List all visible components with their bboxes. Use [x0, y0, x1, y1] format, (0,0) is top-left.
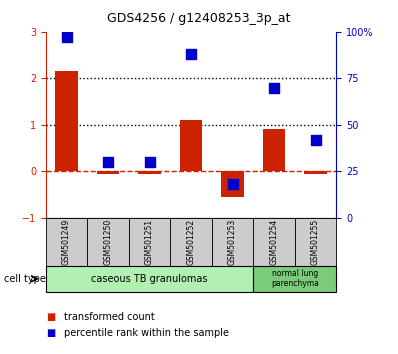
Bar: [253, 218, 295, 266]
Text: GDS4256 / g12408253_3p_at: GDS4256 / g12408253_3p_at: [107, 12, 291, 25]
Point: [312, 137, 319, 143]
Bar: [87, 218, 129, 266]
Text: percentile rank within the sample: percentile rank within the sample: [64, 328, 229, 338]
Bar: [55, 72, 78, 171]
Bar: [212, 218, 253, 266]
Bar: [129, 218, 170, 266]
Bar: [46, 218, 87, 266]
Bar: [295, 218, 336, 266]
Bar: [263, 130, 285, 171]
Point: [146, 159, 153, 165]
Bar: [221, 171, 244, 197]
Point: [188, 51, 194, 57]
Point: [229, 181, 236, 187]
Bar: [304, 171, 327, 173]
Text: GSM501253: GSM501253: [228, 218, 237, 265]
Bar: [97, 171, 119, 173]
Text: GSM501252: GSM501252: [187, 218, 195, 265]
Bar: [179, 120, 203, 171]
Bar: [46, 266, 253, 292]
Bar: [138, 171, 161, 173]
Text: GSM501255: GSM501255: [311, 218, 320, 265]
Text: caseous TB granulomas: caseous TB granulomas: [91, 274, 208, 284]
Text: cell type: cell type: [4, 274, 46, 284]
Text: GSM501249: GSM501249: [62, 218, 71, 265]
Bar: [170, 218, 212, 266]
Text: GSM501250: GSM501250: [103, 218, 113, 265]
Text: normal lung
parenchyma: normal lung parenchyma: [271, 269, 319, 289]
Point: [63, 35, 70, 40]
Bar: [253, 266, 336, 292]
Text: GSM501254: GSM501254: [269, 218, 279, 265]
Text: transformed count: transformed count: [64, 312, 154, 322]
Text: ■: ■: [46, 328, 55, 338]
Point: [105, 159, 111, 165]
Text: ■: ■: [46, 312, 55, 322]
Point: [271, 85, 277, 91]
Text: GSM501251: GSM501251: [145, 218, 154, 265]
